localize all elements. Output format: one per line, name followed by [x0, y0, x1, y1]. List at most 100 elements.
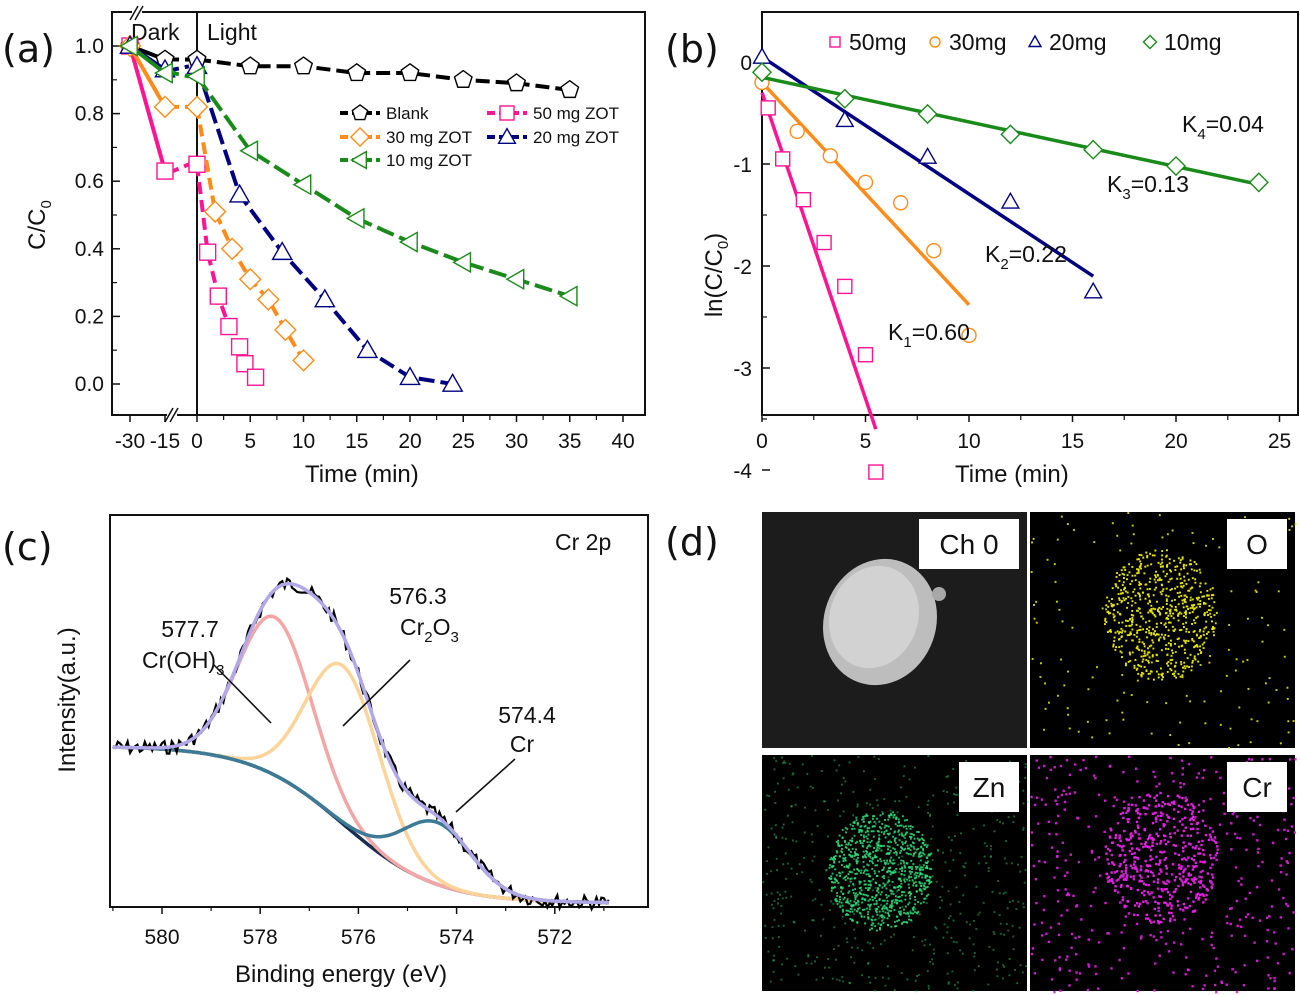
panel-c-y-title: Intensity(a.u.) [54, 627, 81, 772]
element-dot [1131, 847, 1134, 850]
element-dot [898, 833, 901, 836]
element-dot [1015, 907, 1018, 910]
element-dot [887, 825, 890, 828]
element-dot [923, 897, 926, 900]
element-dot [785, 877, 788, 880]
element-dot [1143, 645, 1146, 648]
element-dot [904, 825, 907, 828]
element-dot [914, 979, 917, 982]
element-dot [1191, 611, 1194, 614]
element-dot [865, 850, 868, 853]
element-dot [1183, 648, 1186, 651]
element-dot [1159, 828, 1162, 831]
element-dot [898, 800, 901, 803]
element-dot [866, 863, 869, 866]
element-dot [1164, 634, 1167, 637]
element-dot [1154, 816, 1158, 819]
element-dot [1146, 628, 1148, 630]
element-dot [1056, 900, 1060, 903]
element-dot [1166, 890, 1170, 894]
y-tick-label: 1.0 [75, 35, 104, 58]
element-dot [1146, 588, 1149, 591]
element-dot [1179, 908, 1182, 911]
element-dot [1164, 842, 1168, 846]
element-dot [1109, 628, 1112, 631]
element-dot [1037, 822, 1040, 825]
element-dot [765, 860, 768, 863]
element-dot [863, 836, 866, 839]
x-tick-label: 574 [439, 926, 474, 949]
light-region-label: Light [207, 19, 257, 45]
element-dot [829, 858, 832, 861]
element-dot [849, 908, 852, 910]
element-dot [1059, 764, 1062, 768]
element-dot [1116, 603, 1119, 606]
element-dot [912, 880, 915, 883]
element-dot [1189, 890, 1193, 894]
element-dot [838, 860, 841, 863]
element-dot [853, 820, 856, 823]
element-dot [1153, 989, 1156, 992]
element-dot [912, 909, 915, 912]
element-dot [1136, 857, 1140, 860]
element-dot [1178, 595, 1180, 598]
element-dot [1178, 611, 1181, 614]
element-dot [871, 924, 874, 927]
element-dot [901, 870, 903, 872]
element-dot [1150, 661, 1153, 664]
element-dot [767, 795, 770, 797]
element-dot [1209, 826, 1212, 830]
element-dot [1129, 653, 1132, 656]
element-dot [1116, 699, 1119, 702]
element-dot [1086, 988, 1090, 992]
element-dot [1127, 803, 1130, 806]
element-dot [1113, 609, 1116, 612]
element-dot [1215, 770, 1218, 774]
element-dot [1056, 866, 1059, 870]
element-dot [884, 863, 887, 866]
element-dot [927, 854, 930, 857]
element-dot [889, 812, 892, 815]
element-dot [1114, 885, 1117, 888]
element-dot [1167, 580, 1170, 583]
element-dot [948, 917, 950, 920]
element-dot [887, 977, 890, 980]
element-dot [1122, 946, 1126, 950]
element-dot [1185, 616, 1188, 619]
element-dot [1218, 546, 1221, 549]
element-dot [771, 926, 774, 929]
element-dot [908, 870, 911, 873]
element-dot [838, 900, 841, 903]
series-20mg [752, 47, 1103, 299]
element-dot [1177, 810, 1180, 813]
element-dot [1158, 610, 1161, 613]
element-dot [1184, 878, 1188, 882]
element-dot [835, 900, 838, 903]
element-dot [1174, 875, 1178, 879]
element-dot [816, 956, 818, 959]
element-dot [838, 875, 841, 878]
element-dot [1168, 562, 1171, 565]
element-dot [924, 866, 927, 869]
element-dot [1196, 827, 1199, 831]
element-dot [964, 862, 967, 865]
element-dot [1144, 565, 1147, 568]
element-dot [1105, 604, 1108, 607]
element-dot [1136, 558, 1139, 561]
element-dot [889, 866, 892, 869]
element-dot [782, 863, 785, 866]
element-dot [1119, 885, 1123, 889]
element-dot [900, 899, 903, 902]
element-dot [1155, 862, 1158, 866]
element-dot [1236, 836, 1239, 840]
element-dot [1125, 811, 1128, 815]
element-dot [883, 866, 885, 869]
element-dot [1170, 654, 1173, 657]
element-dot [871, 927, 874, 930]
element-dot [780, 905, 783, 907]
element-dot [855, 858, 858, 861]
element-dot [1176, 638, 1179, 641]
element-dot [1197, 653, 1200, 656]
element-dot [1167, 664, 1170, 667]
element-dot [873, 870, 876, 873]
